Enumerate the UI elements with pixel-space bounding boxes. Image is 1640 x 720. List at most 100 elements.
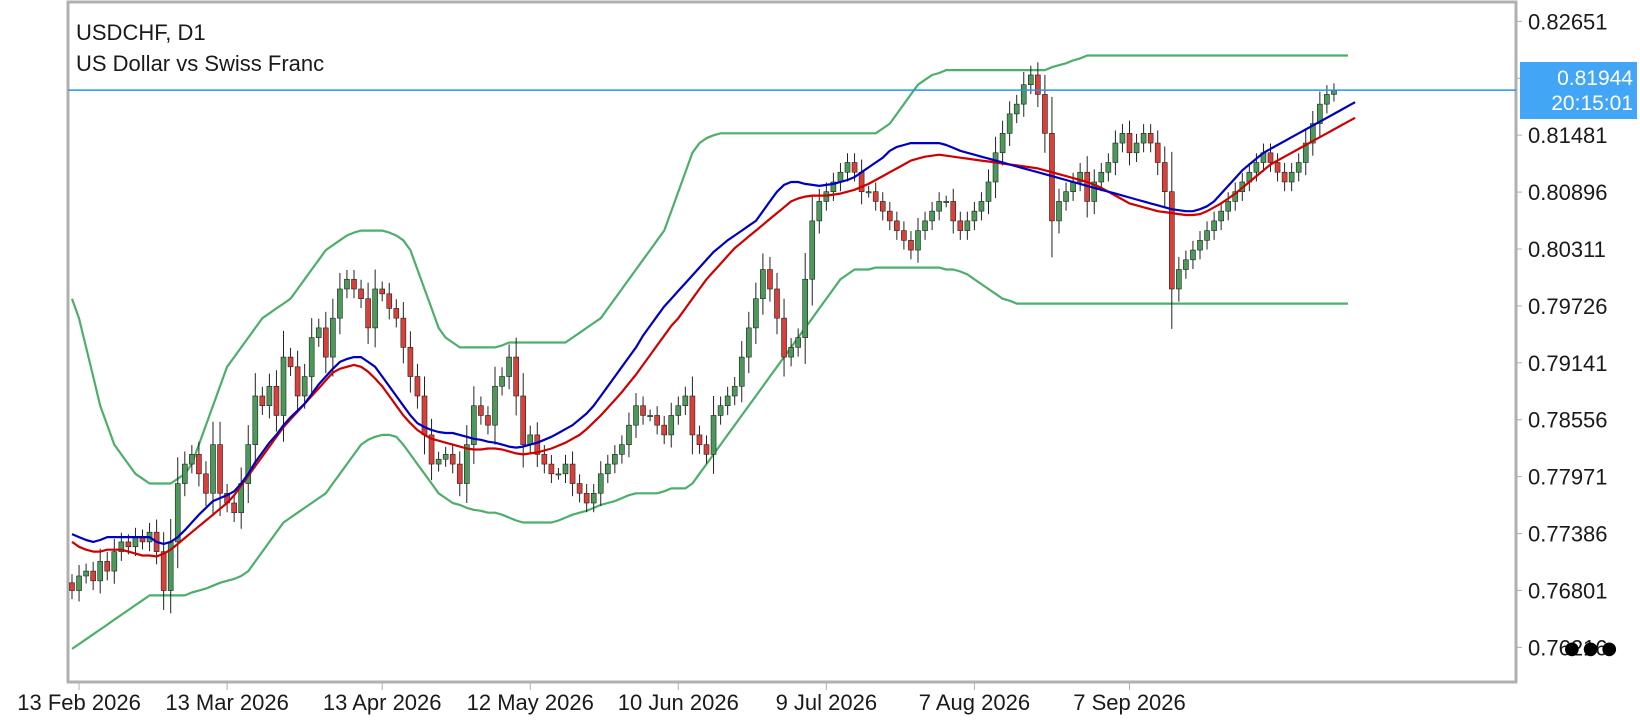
bar-countdown: 20:15:01 — [1551, 92, 1633, 115]
bullish-candle — [1140, 133, 1147, 144]
bullish-candle — [915, 230, 921, 251]
bullish-candle — [1225, 201, 1231, 212]
bullish-candle — [816, 201, 823, 222]
bearish-candle — [879, 201, 886, 212]
y-tick-label: 0.80311 — [1528, 237, 1606, 262]
bearish-candle — [428, 434, 435, 465]
bearish-candle — [576, 483, 583, 494]
bullish-candle — [604, 463, 611, 475]
bullish-candle — [802, 278, 809, 338]
x-tick-label: 12 May 2026 — [467, 690, 594, 715]
bullish-candle — [1310, 123, 1316, 144]
y-tick-label: 0.79726 — [1528, 294, 1608, 319]
bullish-candle — [978, 201, 985, 212]
bearish-candle — [901, 230, 907, 241]
bearish-candle — [69, 582, 75, 591]
bullish-candle — [717, 405, 724, 416]
bearish-candle — [407, 347, 414, 377]
bullish-candle — [922, 220, 928, 231]
bearish-candle — [886, 210, 893, 222]
x-tick-label: 13 Mar 2026 — [165, 690, 289, 715]
x-tick-label: 7 Aug 2026 — [919, 690, 1030, 715]
bullish-candle — [97, 561, 103, 582]
bullish-candle — [337, 288, 343, 319]
bullish-candle — [562, 463, 569, 475]
bearish-candle — [294, 366, 301, 397]
bullish-candle — [1190, 249, 1196, 261]
bullish-candle — [1211, 220, 1217, 231]
bullish-candle — [943, 201, 950, 203]
bullish-candle — [1176, 269, 1182, 290]
bullish-candle — [1133, 142, 1140, 154]
bullish-candle — [612, 454, 618, 465]
bearish-candle — [1042, 94, 1048, 134]
candles — [69, 62, 1337, 614]
bearish-candle — [569, 463, 576, 484]
plot-frame — [66, 0, 1518, 684]
bullish-candle — [936, 201, 942, 212]
bullish-candle — [964, 220, 971, 231]
bearish-candle — [1147, 133, 1154, 144]
bullish-candle — [132, 536, 139, 548]
y-axis: 0.826510.820660.814810.808960.803110.797… — [1516, 9, 1608, 660]
bearish-candle — [393, 308, 400, 319]
bearish-candle — [386, 293, 393, 309]
bullish-candle — [597, 473, 604, 494]
bullish-candle — [724, 395, 731, 407]
bearish-candle — [1169, 191, 1175, 290]
more-dots-icon[interactable]: ●●● — [1564, 638, 1621, 659]
bullish-candle — [731, 385, 738, 397]
bullish-candle — [738, 356, 745, 387]
bullish-candle — [330, 317, 336, 358]
bullish-candle — [111, 551, 118, 572]
bearish-candle — [520, 395, 527, 445]
bearish-candle — [379, 288, 386, 295]
bullish-candle — [1020, 84, 1027, 105]
bullish-candle — [999, 133, 1006, 154]
y-tick-label: 0.77386 — [1528, 522, 1608, 547]
bearish-candle — [273, 385, 280, 416]
bullish-candle — [280, 356, 287, 416]
x-tick-label: 13 Apr 2026 — [323, 690, 442, 715]
bullish-candle — [252, 395, 259, 445]
bullish-candle — [1331, 90, 1337, 95]
bullish-candle — [1197, 240, 1203, 251]
bearish-candle — [478, 405, 484, 416]
bollinger-upper-line — [70, 54, 1348, 485]
bullish-candle — [675, 405, 682, 416]
bearish-candle — [414, 376, 421, 397]
bullish-candle — [682, 395, 689, 407]
bullish-candle — [471, 405, 477, 445]
bearish-candle — [957, 220, 964, 231]
bearish-candle — [365, 298, 371, 329]
bollinger-bands — [70, 54, 1348, 650]
y-tick-label: 0.81481 — [1528, 123, 1608, 148]
bearish-candle — [351, 278, 357, 290]
bullish-candle — [463, 444, 470, 484]
bullish-candle — [492, 385, 498, 426]
x-axis: 13 Feb 2026 13 Mar 2026 13 Apr 2026 12 May … — [17, 682, 1186, 715]
bearish-candle — [125, 541, 132, 548]
bearish-candle — [858, 171, 865, 192]
bullish-candle — [619, 444, 625, 455]
bearish-candle — [950, 201, 957, 222]
bearish-candle — [1267, 152, 1274, 163]
bullish-candle — [1204, 230, 1210, 241]
bearish-candle — [1274, 162, 1281, 173]
bullish-candle — [1028, 74, 1034, 85]
bearish-candle — [1161, 162, 1168, 192]
bullish-candle — [435, 458, 442, 465]
bullish-candle — [1317, 103, 1323, 124]
x-tick-label: 9 Jul 2026 — [776, 690, 878, 715]
current-price-value: 0.81944 — [1557, 67, 1633, 90]
bullish-candle — [1091, 181, 1098, 202]
bullish-candle — [830, 181, 837, 192]
bullish-candle — [626, 424, 632, 445]
bullish-candle — [844, 162, 851, 173]
bearish-candle — [689, 395, 696, 436]
x-tick-label: 13 Feb 2026 — [17, 690, 141, 715]
bullish-candle — [971, 210, 978, 222]
y-tick-label: 0.76216 — [1528, 635, 1608, 660]
bearish-candle — [231, 502, 237, 514]
